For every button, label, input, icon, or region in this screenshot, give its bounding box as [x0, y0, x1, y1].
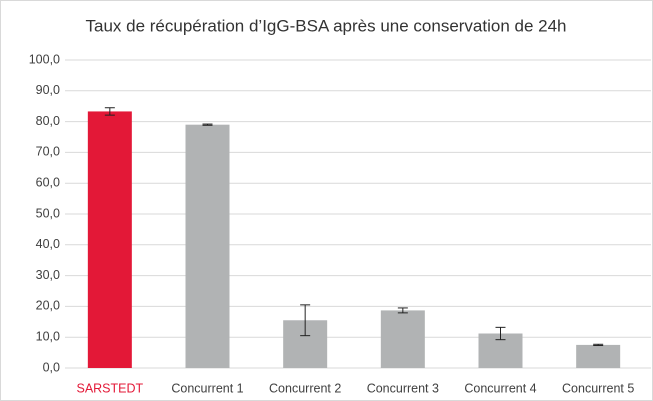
y-tick-label: 80,0 — [36, 114, 60, 128]
x-tick-label: Concurrent 3 — [367, 381, 439, 395]
bar — [576, 344, 621, 368]
x-tick-label: Concurrent 5 — [562, 381, 634, 395]
x-tick-label: Concurrent 2 — [269, 381, 341, 395]
y-tick-label: 40,0 — [36, 237, 60, 251]
chart-title: Taux de récupération d’IgG-BSA après une… — [85, 16, 566, 35]
y-tick-label: 90,0 — [36, 83, 60, 97]
bar — [87, 111, 132, 368]
y-tick-label: 0,0 — [43, 360, 60, 374]
y-tick-label: 10,0 — [36, 329, 60, 343]
y-tick-label: 30,0 — [36, 268, 60, 282]
y-tick-label: 70,0 — [36, 145, 60, 159]
bar — [185, 124, 230, 369]
y-tick-label: 60,0 — [36, 175, 60, 189]
x-tick-label: SARSTEDT — [76, 381, 143, 395]
y-tick-label: 100,0 — [29, 52, 60, 66]
x-tick-label: Concurrent 4 — [464, 381, 536, 395]
y-tick-label: 50,0 — [36, 206, 60, 220]
x-tick-label: Concurrent 1 — [171, 381, 243, 395]
bar — [380, 310, 425, 368]
y-tick-label: 20,0 — [36, 299, 60, 313]
